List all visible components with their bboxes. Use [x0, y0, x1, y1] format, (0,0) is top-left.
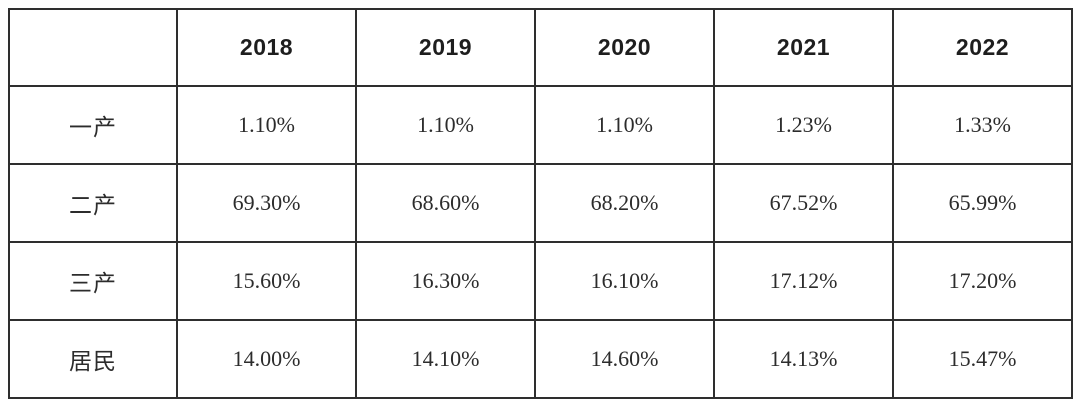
year-header-cell: 2018 [176, 8, 357, 87]
value-cell: 16.30% [355, 241, 536, 321]
value-cell: 15.60% [176, 241, 357, 321]
value-cell: 17.20% [892, 241, 1073, 321]
table-row: 居民 14.00% 14.10% 14.60% 14.13% 15.47% [8, 319, 1073, 399]
row-label: 居民 [8, 319, 178, 399]
value-cell: 14.60% [534, 319, 715, 399]
value-cell: 1.10% [534, 85, 715, 165]
value-cell: 68.60% [355, 163, 536, 243]
value-cell: 65.99% [892, 163, 1073, 243]
percentage-share-table: 2018 2019 2020 2021 2022 一产 1.10% 1.10% 1.10% 1.… [8, 8, 1073, 399]
value-cell: 68.20% [534, 163, 715, 243]
year-header-cell: 2019 [355, 8, 536, 87]
year-header-cell: 2022 [892, 8, 1073, 87]
table-header: 2018 2019 2020 2021 2022 [8, 8, 1073, 87]
row-label: 三产 [8, 241, 178, 321]
value-cell: 1.23% [713, 85, 894, 165]
year-header-cell: 2021 [713, 8, 894, 87]
corner-cell [8, 8, 178, 87]
table-row: 二产 69.30% 68.60% 68.20% 67.52% 65.99% [8, 163, 1073, 243]
table-body: 一产 1.10% 1.10% 1.10% 1.23% 1.33% 二产 69.30% 68.60… [8, 85, 1073, 399]
row-label: 一产 [8, 85, 178, 165]
year-header-cell: 2020 [534, 8, 715, 87]
value-cell: 15.47% [892, 319, 1073, 399]
value-cell: 16.10% [534, 241, 715, 321]
header-row: 2018 2019 2020 2021 2022 [8, 8, 1073, 87]
value-cell: 14.13% [713, 319, 894, 399]
value-cell: 1.10% [176, 85, 357, 165]
value-cell: 17.12% [713, 241, 894, 321]
table-row: 三产 15.60% 16.30% 16.10% 17.12% 17.20% [8, 241, 1073, 321]
row-label: 二产 [8, 163, 178, 243]
table-row: 一产 1.10% 1.10% 1.10% 1.23% 1.33% [8, 85, 1073, 165]
value-cell: 14.00% [176, 319, 357, 399]
value-cell: 67.52% [713, 163, 894, 243]
value-cell: 69.30% [176, 163, 357, 243]
value-cell: 1.10% [355, 85, 536, 165]
value-cell: 1.33% [892, 85, 1073, 165]
value-cell: 14.10% [355, 319, 536, 399]
